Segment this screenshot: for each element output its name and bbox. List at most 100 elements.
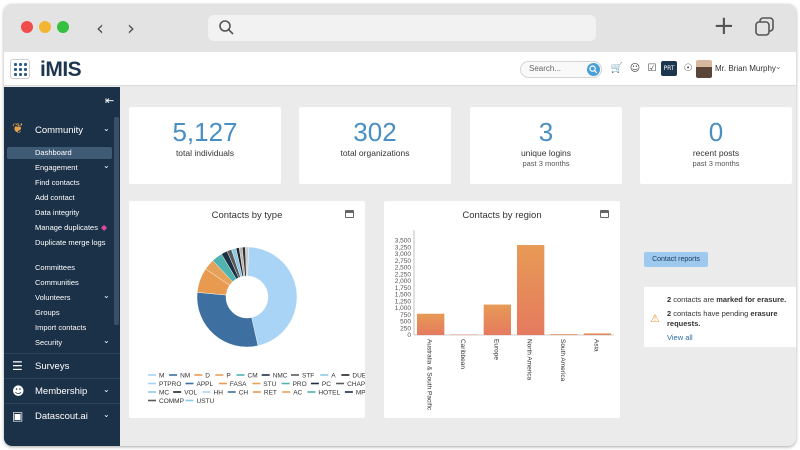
sidebar-item-find-contacts[interactable]: Find contacts (7, 178, 112, 188)
y-tick-label: 1,250 (395, 298, 412, 305)
sidebar-item-surveys[interactable]: ☰ Surveys (4, 353, 120, 377)
legend-label[interactable]: D (205, 373, 210, 380)
back-arrow-icon[interactable]: ‹ (96, 16, 104, 40)
legend-label[interactable]: RET (264, 390, 277, 397)
legend-label[interactable]: PC (322, 381, 331, 388)
sidebar-item-datascout[interactable]: ▣ Datascout.ai ⌄ (4, 403, 120, 427)
legend-label[interactable]: NMC (273, 373, 288, 380)
notice-emphasis: erasure requests. (667, 309, 778, 328)
legend-label[interactable]: USTU (197, 398, 215, 405)
legend-label[interactable]: M (159, 373, 164, 380)
stat-value: 0 (708, 117, 724, 147)
avatar[interactable] (696, 60, 712, 78)
sidebar-item-membership[interactable]: ☻ Membership ⌄ (4, 378, 120, 402)
sidebar-item-label: Committees (35, 263, 76, 272)
sidebar-item-manage-duplicates[interactable]: Manage duplicates ◆ (7, 223, 112, 233)
sidebar-item-add-contact[interactable]: Add contact (7, 193, 112, 203)
app-launcher-grid-icon[interactable] (10, 59, 30, 79)
search-icon (219, 20, 234, 35)
legend-label[interactable]: AC (293, 390, 302, 397)
legend-label[interactable]: A (331, 373, 336, 380)
checklist-icon[interactable]: ☑ (647, 63, 657, 74)
legend-label[interactable]: NM (180, 373, 190, 380)
new-tab-icon[interactable]: + (713, 11, 735, 41)
sidebar-item-security[interactable]: Security ⌄ (7, 336, 112, 348)
bar[interactable] (583, 333, 611, 335)
minimize-window-button[interactable] (39, 21, 51, 33)
sidebar-item-label: Surveys (35, 361, 70, 372)
legend-label[interactable]: PRO (293, 381, 307, 388)
pie-slice[interactable] (247, 246, 298, 347)
close-window-button[interactable] (21, 21, 33, 33)
cart-icon[interactable]: 🛒 (610, 63, 624, 74)
community-icon: ❦ (12, 121, 24, 137)
headset-icon[interactable]: ☉ (683, 63, 693, 74)
chevron-down-icon: ⌄ (103, 385, 110, 394)
imis-logo[interactable]: iMIS (40, 58, 82, 81)
diamond-icon: ◆ (101, 223, 108, 232)
legend-label[interactable]: COMMP (159, 398, 184, 405)
bar[interactable] (550, 334, 578, 335)
y-tick-label: 1,500 (395, 292, 412, 299)
contact-reports-button[interactable]: Contact reports (644, 252, 708, 267)
legend-label[interactable]: HH (214, 390, 224, 397)
users-icon[interactable]: ☺ (629, 63, 641, 74)
legend-label[interactable]: VOL (184, 390, 197, 397)
donut-chart: M NM D P CM NMC STF A DUES PTPRO APPL FASA STU PRO PC C… (148, 246, 365, 405)
print-icon[interactable]: PRT (661, 61, 677, 76)
legend-label[interactable]: FASA (230, 381, 247, 388)
bar[interactable] (417, 313, 445, 335)
sidebar-item-import-contacts[interactable]: Import contacts (7, 323, 112, 333)
sidebar-item-data-integrity[interactable]: Data integrity (7, 208, 112, 218)
search-input[interactable]: Search... (520, 61, 602, 78)
search-button[interactable] (587, 63, 600, 76)
stat-value: 302 (353, 117, 397, 147)
legend-label[interactable]: P (226, 373, 230, 380)
legend-label[interactable]: CH (239, 390, 249, 397)
calendar-icon[interactable] (345, 210, 354, 218)
sidebar-item-duplicate-merge-logs[interactable]: Duplicate merge logs (7, 238, 112, 248)
legend-label[interactable]: MC (159, 390, 169, 397)
sidebar-item-groups[interactable]: Groups (7, 308, 112, 318)
y-tick-label: 1,750 (395, 285, 412, 292)
pie-slice[interactable] (245, 246, 249, 277)
sidebar-item-volunteers[interactable]: Volunteers ⌄ (7, 291, 112, 303)
y-tick-label: 2,250 (395, 271, 412, 278)
legend-label[interactable]: HOTEL (318, 390, 340, 397)
sidebar-item-dashboard[interactable]: Dashboard (7, 147, 112, 159)
tabs-overview-icon[interactable] (755, 17, 775, 37)
sidebar-item-committees[interactable]: Committees (7, 263, 112, 273)
bar[interactable] (517, 245, 545, 335)
y-tick-label: 750 (400, 312, 411, 319)
legend-label[interactable]: MP (356, 390, 365, 397)
notice-count: 2 (667, 295, 672, 304)
stat-label: total individuals (175, 148, 235, 158)
sidebar-scrollbar[interactable] (114, 117, 119, 325)
sidebar-item-community[interactable]: ❦ Community ⌄ (4, 117, 120, 143)
legend-label[interactable]: APPL (197, 381, 214, 388)
search-placeholder: Search... (529, 64, 562, 73)
x-tick-label: Australia & South Pacific (426, 339, 433, 411)
collapse-sidebar-icon[interactable]: ⇤ (105, 94, 115, 107)
forward-arrow-icon[interactable]: › (127, 16, 135, 40)
sidebar-item-engagement[interactable]: Engagement ⌄ (7, 161, 112, 173)
calendar-icon[interactable] (600, 210, 609, 218)
y-tick-label: 0 (407, 332, 411, 339)
sidebar-item-communities[interactable]: Communities (7, 278, 112, 288)
pie-slice[interactable] (196, 292, 259, 348)
legend-label[interactable]: CHAPT (347, 381, 365, 388)
sidebar-item-label: Duplicate merge logs (35, 238, 106, 247)
maximize-window-button[interactable] (57, 21, 69, 33)
y-tick-label: 2,750 (395, 258, 412, 265)
legend-label[interactable]: DUES (352, 373, 365, 380)
view-all-link[interactable]: View all (667, 333, 693, 342)
address-bar[interactable] (208, 15, 596, 41)
legend-label[interactable]: STF (302, 373, 314, 380)
legend-label[interactable]: PTPRO (159, 381, 181, 388)
legend-label[interactable]: CM (248, 373, 258, 380)
user-name[interactable]: Mr. Brian Murphy (715, 64, 776, 73)
chevron-down-icon[interactable]: ⌄ (775, 62, 782, 71)
legend-label[interactable]: STU (263, 381, 276, 388)
bar[interactable] (483, 304, 511, 335)
sidebar-item-label: Engagement (35, 163, 78, 172)
